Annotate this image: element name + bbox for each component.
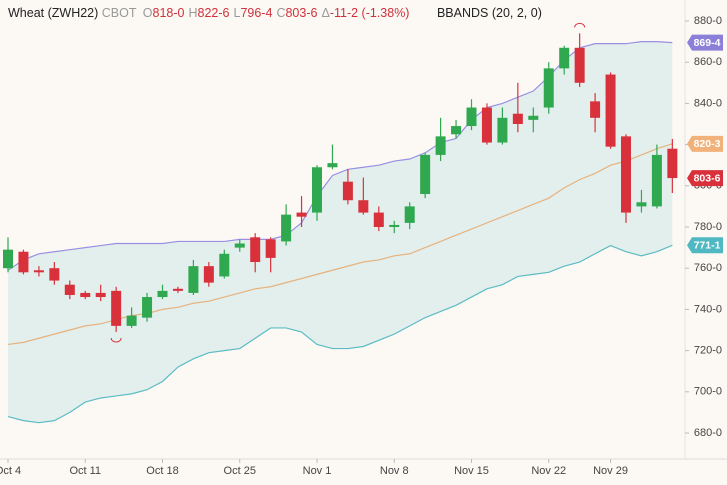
x-tick-label: Oct 25 bbox=[224, 465, 256, 477]
stat-value: 818-0 bbox=[152, 6, 185, 20]
candle-body bbox=[250, 237, 261, 263]
y-tick-label: 880-0 bbox=[694, 15, 722, 27]
candle-body bbox=[497, 117, 508, 143]
candle-body bbox=[559, 47, 570, 69]
stat-value: 822-6 bbox=[197, 6, 230, 20]
candle-body bbox=[296, 212, 307, 217]
candle-body bbox=[126, 315, 137, 326]
x-tick-label: Nov 22 bbox=[531, 465, 566, 477]
candle-body bbox=[281, 214, 292, 242]
price-badge-label: 820-3 bbox=[694, 138, 721, 150]
candle-body bbox=[605, 74, 616, 147]
price-badge-label: 869-4 bbox=[694, 37, 721, 49]
x-tick-label: Oct 11 bbox=[69, 465, 101, 477]
candle-body bbox=[590, 101, 601, 118]
candle-body bbox=[466, 107, 477, 127]
candle-body bbox=[80, 292, 91, 298]
candle-body bbox=[49, 268, 60, 281]
candle-body bbox=[636, 202, 647, 207]
low-marker bbox=[110, 337, 122, 343]
candle-body bbox=[188, 266, 199, 293]
y-tick-label: 860-0 bbox=[694, 56, 722, 68]
stat: O818-0 bbox=[143, 6, 185, 20]
price-badge bbox=[687, 170, 723, 187]
y-tick-label: 720-0 bbox=[694, 345, 722, 357]
x-tick-label: Oct 4 bbox=[0, 465, 21, 477]
candle-body bbox=[342, 181, 353, 201]
candle-body bbox=[95, 292, 106, 298]
candle-body bbox=[18, 251, 29, 273]
stat-label: H bbox=[188, 6, 198, 20]
band-line bbox=[7, 244, 673, 424]
candle-body bbox=[219, 253, 230, 277]
y-tick-label: 840-0 bbox=[694, 97, 722, 109]
candle-body bbox=[543, 68, 554, 108]
stat-value: -11-2 (-1.38%) bbox=[329, 6, 410, 20]
candle-body bbox=[312, 167, 322, 213]
candle-body bbox=[33, 270, 44, 273]
stat: Δ-11-2 (-1.38%) bbox=[321, 6, 409, 20]
price-badge bbox=[687, 135, 723, 152]
candle-body bbox=[528, 115, 539, 120]
stat: H822-6 bbox=[188, 6, 229, 20]
candle-body bbox=[512, 113, 523, 124]
stat-label: L bbox=[233, 6, 241, 20]
candle-body bbox=[3, 249, 13, 269]
candle-body bbox=[157, 290, 168, 298]
x-tick-label: Nov 15 bbox=[454, 465, 489, 477]
candle-body bbox=[373, 212, 384, 227]
candle-body bbox=[265, 239, 276, 258]
x-tick-label: Oct 18 bbox=[146, 465, 178, 477]
price-badge-label: 803-6 bbox=[694, 172, 721, 184]
candle-body bbox=[142, 297, 153, 318]
indicator: BBANDS (20, 2, 0) bbox=[436, 6, 542, 20]
candle-body bbox=[111, 290, 122, 326]
x-tick-label: Nov 8 bbox=[380, 465, 409, 477]
price-badge bbox=[687, 237, 723, 254]
y-tick-label: 760-0 bbox=[694, 262, 722, 274]
x-tick-label: Nov 29 bbox=[593, 465, 628, 477]
candle-body bbox=[435, 136, 446, 155]
candle-body bbox=[481, 107, 492, 143]
candle-body bbox=[389, 224, 400, 227]
candle-body bbox=[420, 154, 431, 195]
stat-label: O bbox=[142, 6, 153, 20]
candle-body bbox=[234, 243, 245, 248]
x-tick-label: Nov 1 bbox=[303, 465, 332, 477]
legend-header: Wheat (ZWH22) CBOT O818-0 H822-6 L796-4 C80… bbox=[8, 6, 542, 20]
stat-value: 796-4 bbox=[240, 6, 273, 20]
candle-body bbox=[358, 200, 369, 213]
stats: O818-0 H822-6 L796-4 C803-6 Δ-11-2 (-1.38%) bbox=[140, 6, 410, 20]
y-tick-label: 700-0 bbox=[694, 386, 722, 398]
y-tick-label: 680-0 bbox=[694, 427, 722, 439]
stat-value: 803-6 bbox=[285, 6, 318, 20]
stat: C803-6 bbox=[276, 6, 317, 20]
candle-body bbox=[404, 206, 415, 223]
candle-body bbox=[651, 154, 662, 207]
candle-body bbox=[621, 136, 631, 213]
y-tick-label: 740-0 bbox=[694, 303, 722, 315]
stat: L796-4 bbox=[234, 6, 273, 20]
symbol: Wheat (ZWH22) bbox=[8, 6, 99, 20]
price-badge-label: 771-1 bbox=[694, 240, 721, 252]
candle-body bbox=[451, 126, 462, 135]
candle-body bbox=[327, 163, 338, 168]
stat-label: Δ bbox=[321, 6, 330, 20]
candle-body bbox=[64, 284, 75, 295]
candle-body bbox=[574, 47, 585, 83]
candle-body bbox=[667, 148, 678, 179]
price-badge bbox=[687, 34, 723, 51]
candle-body bbox=[172, 288, 183, 291]
high-marker bbox=[574, 22, 586, 28]
candle-body bbox=[203, 266, 214, 283]
y-tick-label: 780-0 bbox=[694, 221, 722, 233]
stat-label: C bbox=[276, 6, 286, 20]
exchange: CBOT bbox=[101, 6, 137, 20]
